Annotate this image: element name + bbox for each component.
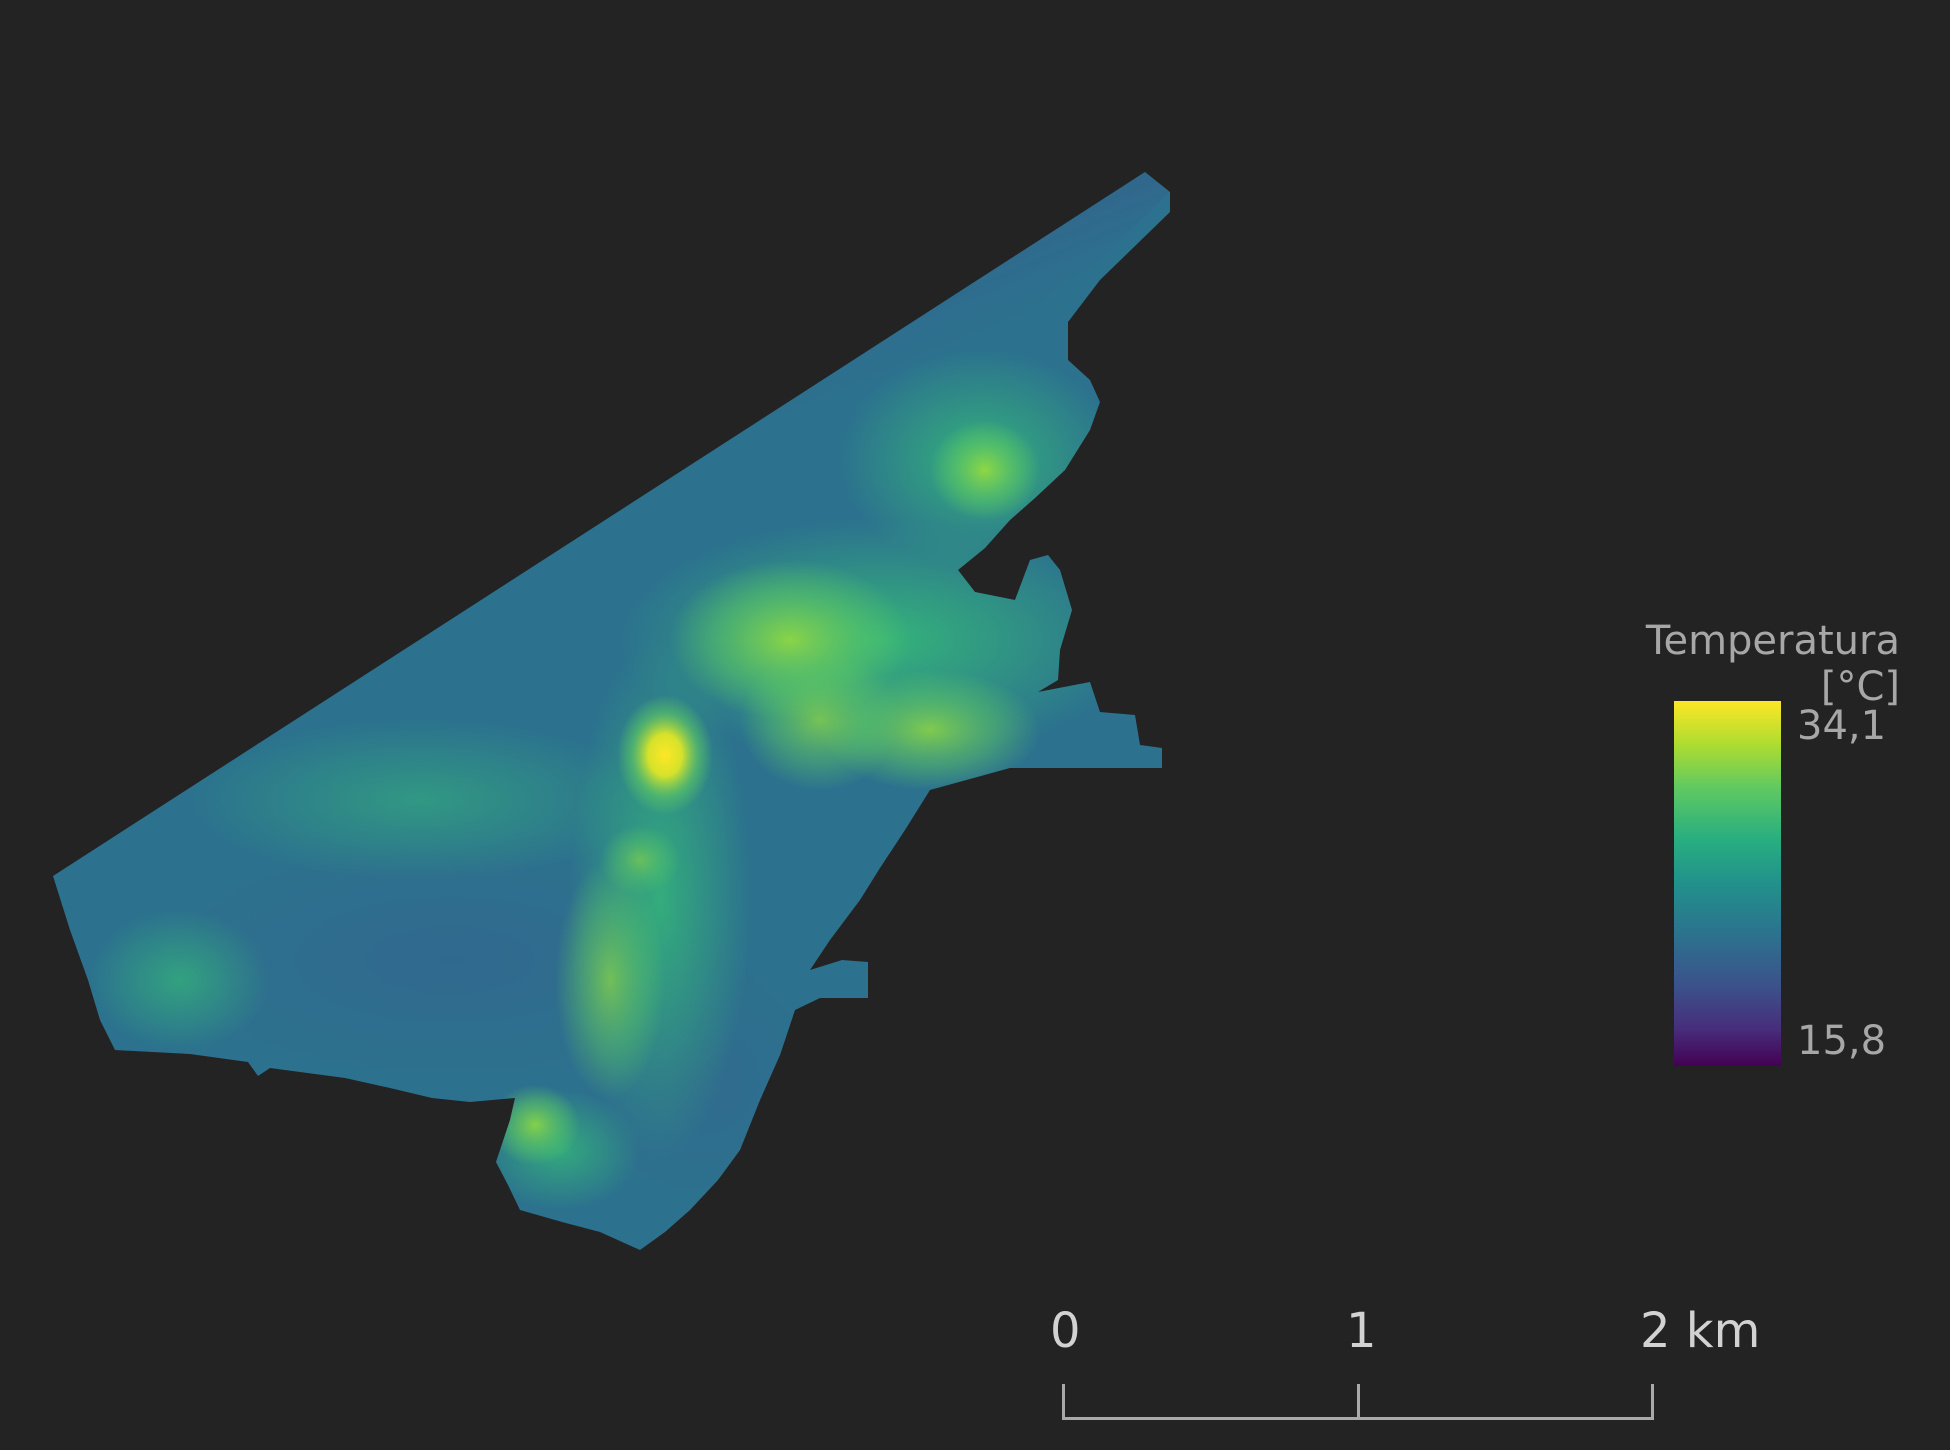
- temperature-raster: [53, 172, 1170, 1250]
- scale-label-1: 1: [1346, 1303, 1377, 1359]
- scale-label-2: 2 km: [1640, 1303, 1761, 1359]
- legend-title: Temperatura [°C]: [1645, 618, 1900, 710]
- legend-max-label: 34,1: [1797, 703, 1887, 749]
- legend-min-label: 15,8: [1797, 1018, 1887, 1064]
- scale-tick-1: [1357, 1384, 1360, 1420]
- color-ramp: [1674, 701, 1781, 1066]
- scale-tick-2: [1651, 1384, 1654, 1420]
- scale-tick-0: [1062, 1384, 1065, 1420]
- scale-label-0: 0: [1050, 1303, 1081, 1359]
